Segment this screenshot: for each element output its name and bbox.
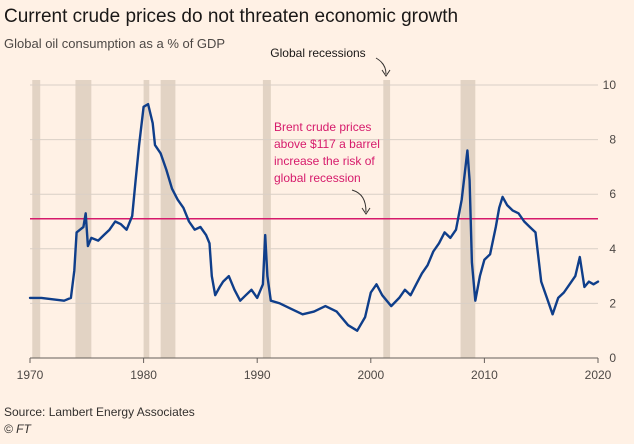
axes: 0 2 4 6 8 10 1970 1980 1990 2000 2010 2020	[17, 78, 617, 382]
y-tick-label: 4	[609, 242, 616, 256]
recessions-label: Global recessions	[270, 46, 365, 60]
chart-title: Current crude prices do not threaten eco…	[4, 6, 459, 27]
y-tick-label: 10	[603, 78, 617, 92]
x-tick-label: 1990	[244, 368, 271, 382]
source-note: Source: Lambert Energy Associates	[4, 405, 195, 419]
series	[28, 102, 600, 332]
threshold-label-line: Brent crude prices	[274, 120, 371, 134]
y-tick-label: 2	[609, 296, 616, 310]
threshold-label-line: increase the risk of	[274, 154, 375, 168]
annotations: Global recessions Brent crude prices above…	[270, 46, 391, 215]
y-tick-label: 8	[609, 133, 616, 147]
threshold-arrowhead	[361, 207, 371, 215]
threshold-label-line: above $117 a barrel	[274, 137, 380, 151]
y-tick-label: 0	[609, 351, 616, 365]
threshold-arrow	[351, 189, 367, 213]
copyright-note: © FT	[4, 422, 31, 436]
series-line	[28, 102, 600, 332]
x-tick-label: 1980	[130, 368, 157, 382]
recessions-arrow	[375, 57, 387, 75]
threshold-label-line: global recession	[274, 171, 361, 185]
x-tick-label: 2010	[471, 368, 498, 382]
x-tick-label: 2000	[357, 368, 384, 382]
gridlines	[30, 84, 598, 359]
x-tick-label: 1970	[17, 368, 44, 382]
recessions-arrowhead	[381, 69, 391, 77]
y-tick-label: 6	[609, 187, 616, 201]
chart-subtitle: Global oil consumption as a % of GDP	[4, 36, 226, 51]
x-tick-label: 2020	[585, 368, 612, 382]
